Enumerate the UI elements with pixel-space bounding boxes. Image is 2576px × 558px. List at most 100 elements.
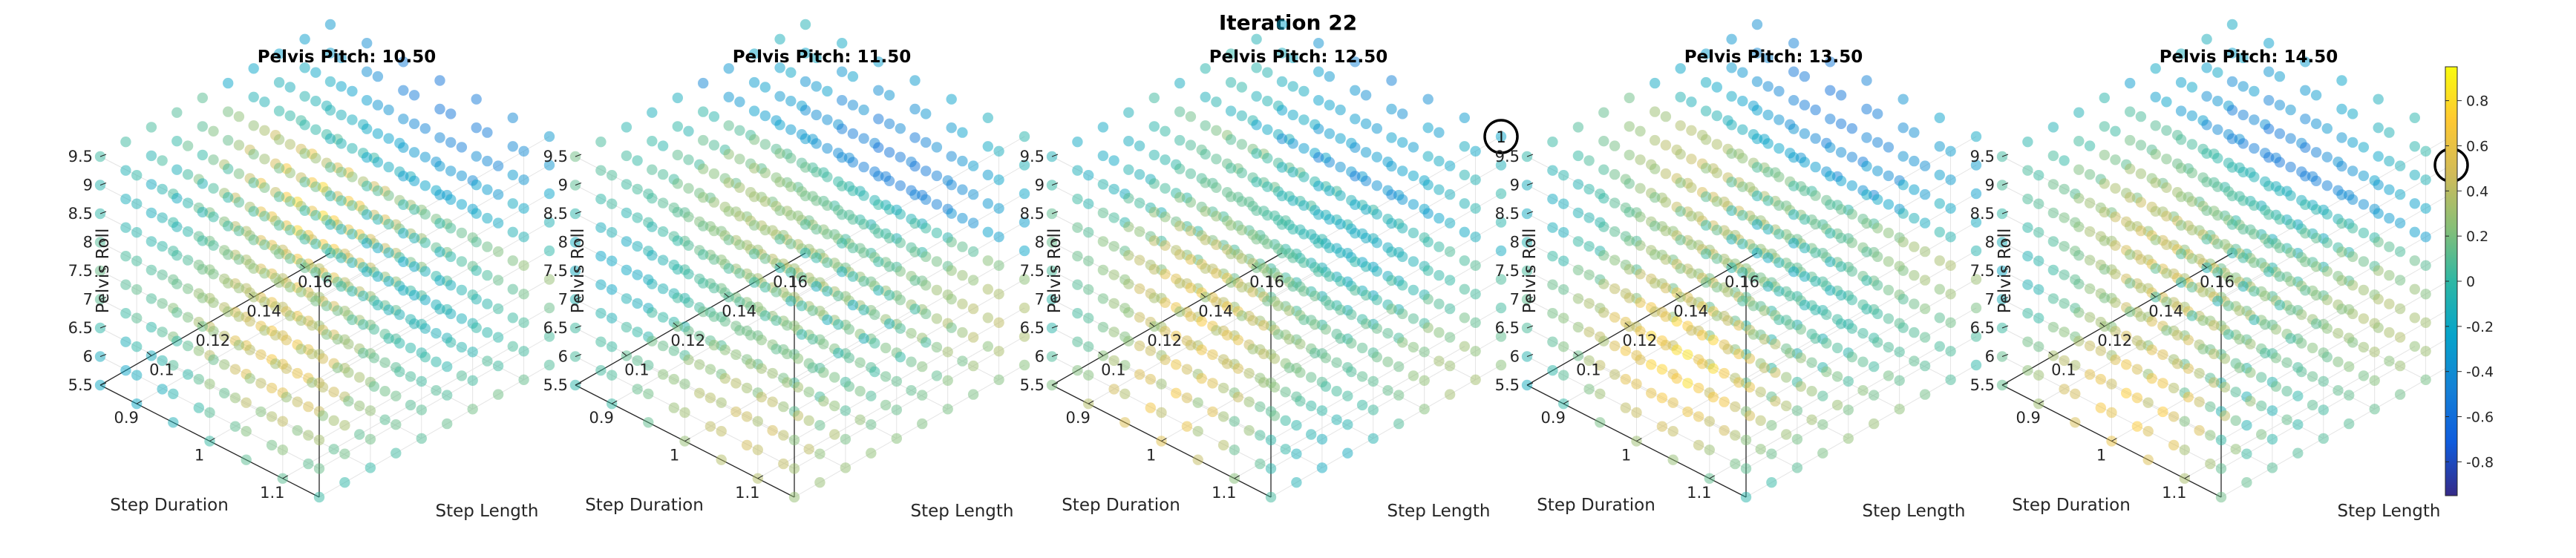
data-point xyxy=(1799,242,1811,254)
data-point xyxy=(543,274,555,285)
data-point xyxy=(895,237,906,249)
data-point xyxy=(1788,123,1799,134)
data-point xyxy=(2237,166,2249,178)
data-point xyxy=(895,295,906,306)
data-point xyxy=(1558,284,1569,295)
grid-line xyxy=(1270,136,1502,269)
data-point xyxy=(982,312,994,324)
data-point xyxy=(467,375,478,386)
grid-line xyxy=(2220,279,2452,412)
data-point xyxy=(1846,352,1857,363)
data-point xyxy=(2110,240,2121,251)
data-point xyxy=(313,491,325,503)
z-tick-mark xyxy=(1051,325,1059,329)
data-point xyxy=(1083,170,1094,181)
data-point xyxy=(1225,48,1237,59)
data-point xyxy=(1650,220,1661,232)
data-point xyxy=(946,322,957,333)
data-point xyxy=(2358,142,2370,153)
data-point xyxy=(2409,341,2420,352)
x-tick-label: 0.14 xyxy=(1673,302,1708,320)
z-tick-label: 7 xyxy=(1035,291,1045,309)
data-point xyxy=(2321,123,2333,134)
data-point xyxy=(324,247,336,259)
data-point xyxy=(131,198,143,209)
data-point xyxy=(1660,339,1672,351)
data-point xyxy=(324,219,336,230)
data-point xyxy=(2384,269,2395,281)
data-point xyxy=(1422,322,1434,333)
x-tick-label: 0.12 xyxy=(195,332,230,349)
data-point xyxy=(1897,180,1909,191)
data-point xyxy=(1781,429,1792,440)
data-point xyxy=(982,341,994,352)
data-point xyxy=(1495,331,1507,342)
data-point xyxy=(2215,463,2227,474)
data-point xyxy=(1123,250,1134,261)
data-point xyxy=(1755,444,1766,455)
data-point xyxy=(1276,47,1288,59)
data-point xyxy=(837,123,848,134)
x-tick-mark xyxy=(1149,322,1155,327)
data-point xyxy=(1108,298,1119,309)
data-point xyxy=(2420,145,2431,157)
data-point xyxy=(2175,277,2187,288)
z-tick-label: 5.5 xyxy=(68,376,93,394)
data-point xyxy=(1660,168,1672,180)
data-point xyxy=(1788,95,1799,106)
data-point xyxy=(2110,211,2121,223)
data-point xyxy=(182,369,194,380)
data-point xyxy=(1748,329,1759,340)
data-point xyxy=(2084,312,2096,323)
data-point xyxy=(1660,225,1672,237)
data-point xyxy=(2263,38,2275,49)
data-point xyxy=(869,366,880,378)
data-point xyxy=(2073,136,2085,147)
data-point xyxy=(2300,85,2311,96)
data-point xyxy=(1298,314,1310,326)
data-point xyxy=(1583,326,1595,338)
data-point xyxy=(1817,447,1828,459)
data-point xyxy=(2270,381,2282,392)
data-point xyxy=(223,77,234,89)
data-point xyxy=(120,279,131,290)
data-point xyxy=(2394,160,2406,171)
data-point xyxy=(957,326,968,338)
data-point xyxy=(2073,278,2085,289)
data-point xyxy=(1810,190,1821,201)
data-point xyxy=(2047,179,2059,190)
grid-line xyxy=(318,250,550,384)
data-point xyxy=(796,301,808,312)
data-point xyxy=(2245,395,2256,407)
data-point xyxy=(1459,226,1471,237)
data-point xyxy=(157,355,168,367)
data-point xyxy=(880,371,892,382)
data-point xyxy=(657,140,669,151)
data-point xyxy=(2310,147,2322,158)
data-point xyxy=(1572,236,1584,247)
data-point xyxy=(390,447,402,459)
data-point xyxy=(336,280,347,292)
data-point xyxy=(723,263,734,274)
data-point xyxy=(698,134,709,146)
data-point xyxy=(1945,232,1956,243)
data-point xyxy=(1276,219,1288,230)
data-point xyxy=(1360,90,1372,101)
z-tick-label: 9.5 xyxy=(1495,148,1520,165)
data-point xyxy=(1258,320,1269,331)
data-point xyxy=(2212,210,2223,221)
data-point xyxy=(332,333,343,345)
data-point xyxy=(1200,292,1211,303)
data-point xyxy=(1134,168,1145,180)
x-tick-mark xyxy=(1098,352,1104,356)
data-point xyxy=(698,249,709,260)
data-point xyxy=(266,382,278,394)
data-point xyxy=(223,134,234,146)
data-point xyxy=(993,203,1004,214)
data-point xyxy=(2336,75,2347,86)
data-point xyxy=(1251,177,1262,188)
data-point xyxy=(405,371,416,382)
z-tick-mark xyxy=(1051,183,1059,186)
data-point xyxy=(647,164,658,175)
data-point xyxy=(259,96,270,108)
